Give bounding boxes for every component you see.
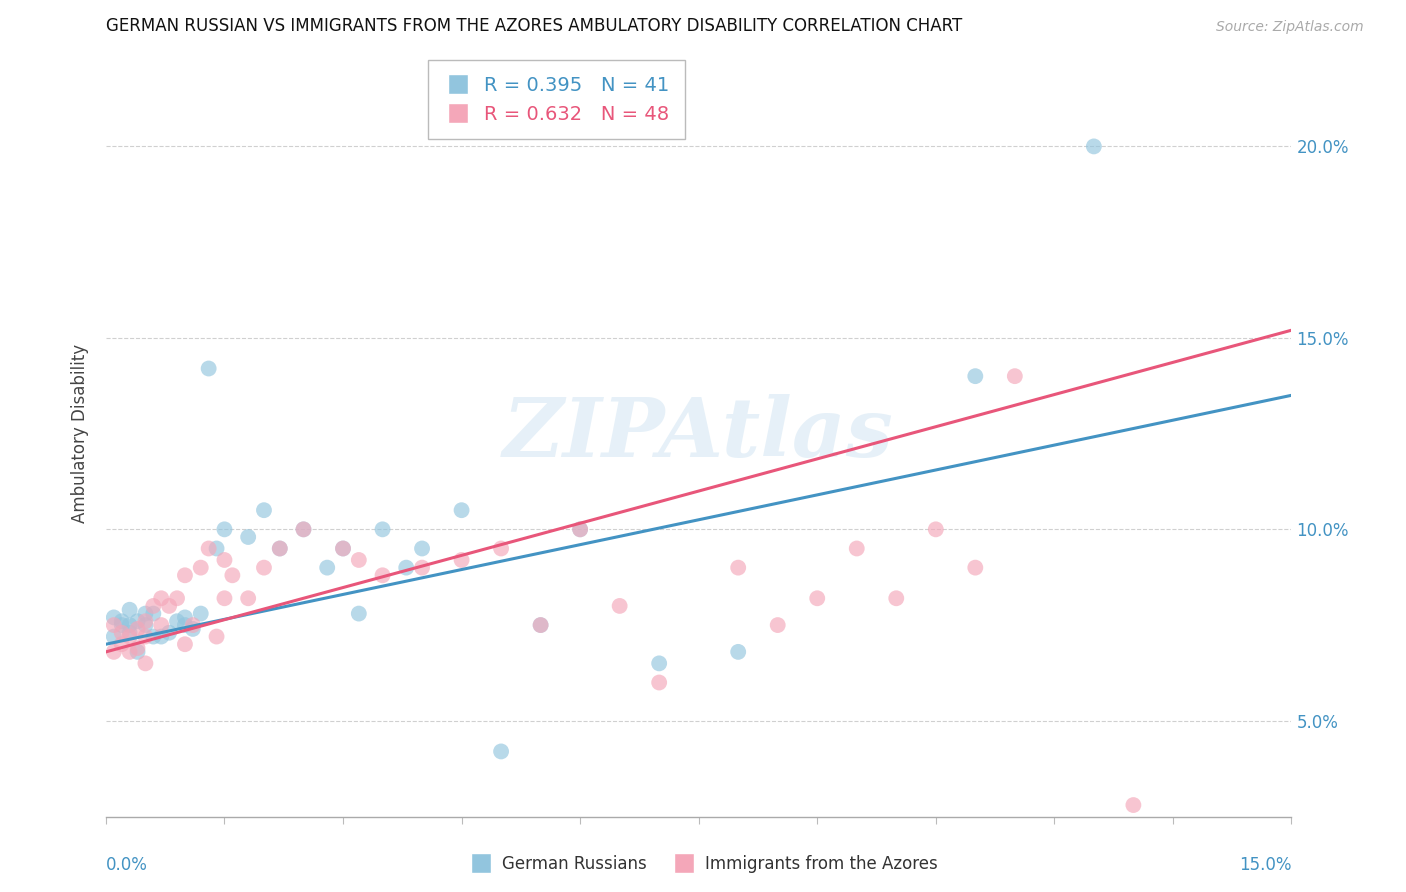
Point [489,744,512,758]
Point [111,614,134,628]
Point [238,530,260,544]
Point [150,630,173,644]
Point [371,522,394,536]
Point [190,607,212,621]
Text: 15.0%: 15.0% [1239,855,1292,873]
Point [925,522,948,536]
Point [965,560,987,574]
Point [450,553,472,567]
Point [166,591,188,606]
Point [253,560,276,574]
Point [411,560,433,574]
Point [142,599,165,613]
Point [127,622,149,636]
Y-axis label: Ambulatory Disability: Ambulatory Disability [72,344,89,524]
Point [118,625,141,640]
Point [845,541,868,556]
Point [253,503,276,517]
Point [111,618,134,632]
Point [181,622,204,636]
Point [269,541,291,556]
Point [214,591,236,606]
Point [103,630,125,644]
Point [609,599,631,613]
Point [806,591,828,606]
Legend: German Russians, Immigrants from the Azores: German Russians, Immigrants from the Azo… [461,848,945,880]
Point [181,618,204,632]
Point [174,610,197,624]
Point [292,522,315,536]
Point [332,541,354,556]
Point [411,541,433,556]
Point [727,645,749,659]
Point [157,599,180,613]
Point [648,675,671,690]
Point [134,614,156,628]
Point [316,560,339,574]
Point [142,607,165,621]
Point [111,625,134,640]
Point [134,618,156,632]
Point [569,522,592,536]
Point [648,657,671,671]
Point [530,618,553,632]
Point [118,630,141,644]
Point [205,630,228,644]
Point [127,614,149,628]
Point [569,522,592,536]
Point [174,618,197,632]
Point [157,625,180,640]
Point [450,503,472,517]
Point [269,541,291,556]
Point [884,591,907,606]
Point [292,522,315,536]
Point [103,618,125,632]
Point [174,637,197,651]
Point [197,541,219,556]
Point [197,361,219,376]
Text: 0.0%: 0.0% [105,855,148,873]
Point [1004,369,1026,384]
Point [395,560,418,574]
Text: GERMAN RUSSIAN VS IMMIGRANTS FROM THE AZORES AMBULATORY DISABILITY CORRELATION C: GERMAN RUSSIAN VS IMMIGRANTS FROM THE AZ… [105,17,962,36]
Point [766,618,789,632]
Point [134,630,156,644]
Text: ZIPAtlas: ZIPAtlas [503,393,894,474]
Point [127,641,149,656]
Point [238,591,260,606]
Point [347,607,370,621]
Point [965,369,987,384]
Point [134,657,156,671]
Point [166,614,188,628]
Point [347,553,370,567]
Point [489,541,512,556]
Point [111,637,134,651]
Point [371,568,394,582]
Point [214,553,236,567]
Point [142,630,165,644]
Point [214,522,236,536]
Legend: R = 0.395   N = 41, R = 0.632   N = 48: R = 0.395 N = 41, R = 0.632 N = 48 [427,61,685,139]
Point [118,645,141,659]
Point [150,591,173,606]
Point [103,610,125,624]
Point [118,618,141,632]
Point [1122,798,1144,813]
Point [174,568,197,582]
Point [332,541,354,556]
Point [205,541,228,556]
Point [190,560,212,574]
Point [221,568,243,582]
Point [118,603,141,617]
Point [127,645,149,659]
Point [103,645,125,659]
Text: Source: ZipAtlas.com: Source: ZipAtlas.com [1216,21,1364,34]
Point [134,607,156,621]
Point [1083,139,1105,153]
Point [150,618,173,632]
Point [727,560,749,574]
Point [530,618,553,632]
